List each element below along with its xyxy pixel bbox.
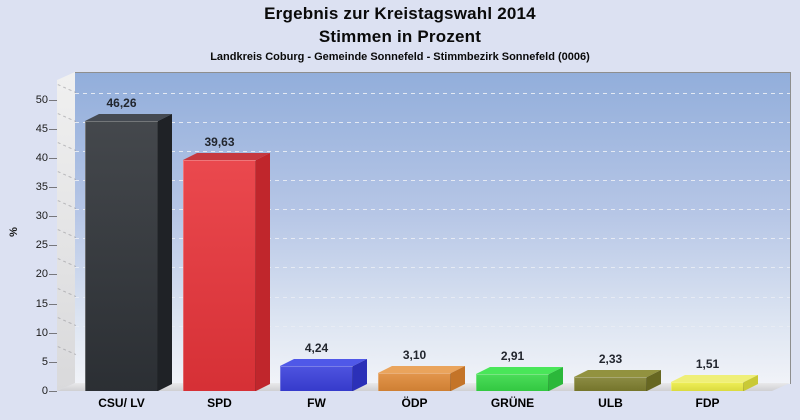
bar-front-face (671, 382, 744, 391)
gridline-25 (75, 238, 790, 240)
y-tick-40 (49, 157, 57, 159)
bar-front-face (85, 121, 158, 391)
bar-top-face (476, 367, 563, 374)
y-tick-35 (49, 186, 57, 188)
bar-category-label: GRÜNE (490, 396, 535, 410)
gridline-35 (75, 179, 790, 181)
bar-side-face (647, 370, 661, 391)
y-tick-label-5: 5 (41, 355, 48, 368)
bar-side-face (158, 114, 172, 391)
chart-title-line2: Stimmen in Prozent (318, 27, 482, 46)
y-tick-50 (49, 99, 57, 101)
y-tick-20 (49, 274, 57, 276)
y-tick-label-15: 15 (35, 297, 48, 310)
bar-category-label: FW (307, 396, 326, 410)
gridline-30 (75, 209, 790, 211)
y-tick-45 (49, 128, 57, 130)
gridline-10 (75, 325, 790, 327)
y-tick-25 (49, 245, 57, 247)
gridline-45 (75, 121, 790, 123)
bar-category-label: SPD (207, 396, 232, 410)
bar-front-face (476, 374, 549, 391)
y-tick-label-25: 25 (35, 239, 48, 252)
y-tick-5 (49, 361, 57, 363)
gridline-15 (75, 296, 790, 298)
bar-value-label: 2,33 (598, 352, 623, 366)
gridline-20 (75, 267, 790, 269)
bar-front-face (280, 366, 353, 391)
bar-top-face (280, 359, 367, 366)
gridline-50 (75, 92, 790, 94)
y-tick-label-20: 20 (35, 268, 48, 281)
bar-value-label: 2,91 (500, 349, 525, 363)
gridline-5 (75, 354, 790, 356)
bar-category-label: CSU/ LV (98, 396, 145, 410)
y-tick-label-10: 10 (35, 326, 48, 339)
bar-front-face (574, 377, 647, 391)
y-tick-15 (49, 303, 57, 305)
bar-front-face (378, 373, 451, 391)
bar-top-face (85, 114, 172, 121)
left-wall-3d (57, 72, 75, 391)
y-tick-30 (49, 216, 57, 218)
bar-category-label: ULB (598, 396, 623, 410)
bar-side-face (256, 153, 270, 391)
bar-side-face (451, 366, 465, 391)
gridline-40 (75, 150, 790, 152)
bar-side-face (549, 367, 563, 391)
y-tick-10 (49, 332, 57, 334)
y-tick-label-45: 45 (35, 122, 48, 135)
chart-header: Ergebnis zur Kreistagswahl 2014 Stimmen … (0, 2, 800, 64)
y-tick-0 (49, 391, 57, 392)
y-tick-label-30: 30 (35, 210, 48, 223)
chart-region-subtitle: Landkreis Coburg - Gemeinde Sonnefeld - … (210, 51, 590, 63)
bar-value-label: 3,10 (402, 348, 427, 362)
bar-value-label: 46,26 (106, 96, 137, 110)
bar-top-face (574, 370, 661, 377)
y-tick-label-50: 50 (35, 93, 48, 106)
bar-value-label: 1,51 (695, 357, 720, 371)
bar-top-face (671, 375, 758, 382)
bar-top-face (183, 153, 270, 160)
chart-title-line1: Ergebnis zur Kreistagswahl 2014 (264, 4, 536, 23)
bar-top-face (378, 366, 465, 373)
y-tick-label-40: 40 (35, 151, 48, 164)
bar-value-label: 39,63 (204, 135, 235, 149)
y-tick-label-35: 35 (35, 180, 48, 193)
bar-front-face (183, 160, 256, 391)
y-tick-label-0: 0 (41, 385, 48, 397)
bar-side-face (353, 359, 367, 391)
bar-category-label: ÖDP (401, 396, 428, 410)
bar-value-label: 4,24 (304, 341, 329, 355)
bar-category-label: FDP (695, 396, 720, 410)
